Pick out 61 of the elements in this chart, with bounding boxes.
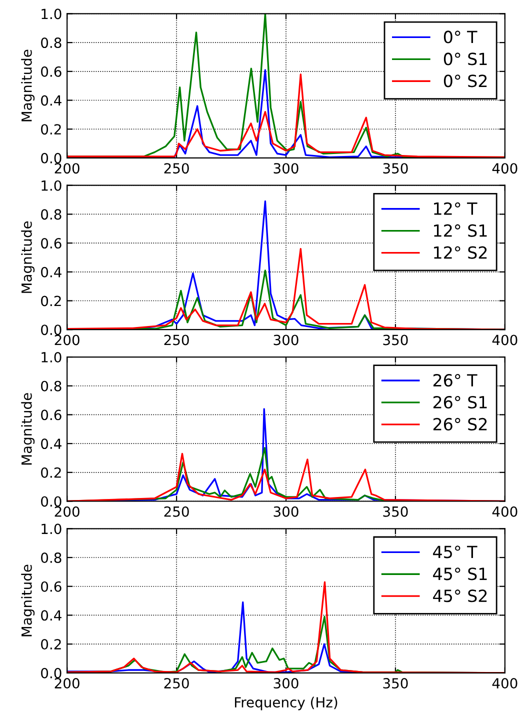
y-tick-label: 0.4 [41,95,62,106]
x-tick-label: 400 [492,506,518,517]
y-tick-label: 0.6 [41,410,62,420]
y-tick-label: 0.2 [41,639,61,650]
y-tick-label: 0.6 [41,238,62,249]
legend-label: 12° T [434,202,478,215]
y-axis-title: Magnitude [21,393,35,465]
legend-label: 12° S1 [434,224,487,237]
x-tick-label: 400 [492,334,518,346]
y-tick-label: 0.8 [41,209,62,220]
legend-label: 0° S1 [444,52,487,66]
x-tick-label: 200 [54,678,80,689]
legend-label: 45° S2 [433,590,487,602]
x-tick-label: 300 [274,334,298,346]
y-tick-label: 0.2 [41,296,61,306]
y-tick-label: 0.6 [41,66,62,77]
x-tick-label: 350 [383,334,408,346]
x-tick-label: 200 [54,163,80,174]
y-tick-label: 0.0 [41,496,62,507]
legend-label: 45° T [433,546,478,558]
x-tick-label: 300 [274,163,298,174]
y-tick-label: 0.8 [41,552,62,563]
y-tick-label: 1.0 [42,8,62,20]
legend-label: 26° S2 [433,418,487,431]
x-tick-label: 400 [492,163,518,174]
y-tick-label: 0.2 [41,467,61,478]
x-axis-title: Frequency (Hz) [234,696,338,710]
y-axis-title: Magnitude [21,50,35,122]
y-tick-label: 0.4 [41,610,62,621]
y-tick-label: 0.0 [41,668,62,678]
y-tick-label: 0.6 [41,581,62,592]
y-tick-label: 1.0 [42,352,62,362]
x-tick-label: 200 [54,334,80,346]
legend-label: 0° S2 [444,74,487,88]
legend-label: 0° T [444,30,478,44]
y-tick-label: 0.0 [41,152,62,164]
x-tick-label: 350 [383,506,408,517]
x-tick-label: 250 [164,506,189,517]
legend-label: 26° T [433,374,478,387]
legend-label: 12° S2 [434,246,487,259]
y-tick-label: 0.2 [41,124,61,135]
legend-label: 26° S1 [433,396,487,409]
y-tick-label: 0.8 [41,38,62,48]
x-tick-label: 300 [274,678,298,689]
x-tick-label: 250 [164,334,189,346]
x-tick-label: 400 [492,678,518,689]
x-tick-label: 350 [383,678,408,689]
y-tick-label: 1.0 [42,180,62,191]
y-tick-label: 1.0 [42,524,62,534]
y-axis-title: Magnitude [21,564,35,636]
y-tick-label: 0.0 [41,324,62,336]
y-tick-label: 0.8 [41,380,62,392]
y-axis-title: Magnitude [21,221,35,293]
y-tick-label: 0.4 [41,266,62,278]
legend-label: 45° S1 [433,568,487,580]
x-tick-label: 250 [164,163,189,174]
y-tick-label: 0.4 [41,438,62,450]
x-tick-label: 200 [54,506,80,517]
x-tick-label: 250 [164,678,189,689]
x-tick-label: 350 [383,163,408,174]
x-tick-label: 300 [274,506,298,517]
